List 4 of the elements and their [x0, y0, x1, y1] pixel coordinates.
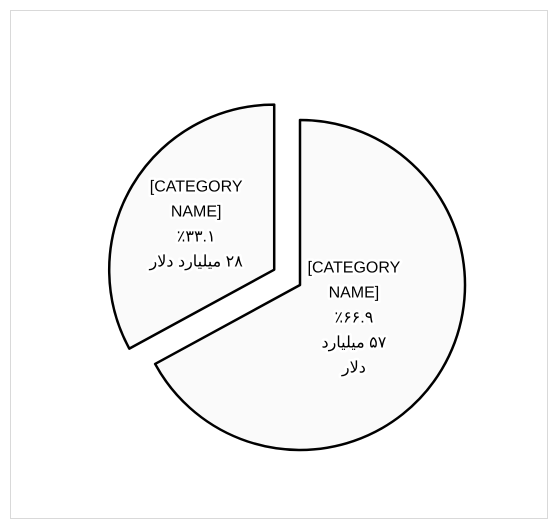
slice-label: [CATEGORY NAME]: [150, 178, 243, 220]
slice-label: [CATEGORY NAME]: [308, 260, 401, 302]
data-label: ٪۶۶.۹ ۵۷ میلیارد دلار: [321, 310, 387, 377]
data-label: ٪۳۳.۱ ۲۸ میلیارد دلار: [148, 228, 244, 270]
